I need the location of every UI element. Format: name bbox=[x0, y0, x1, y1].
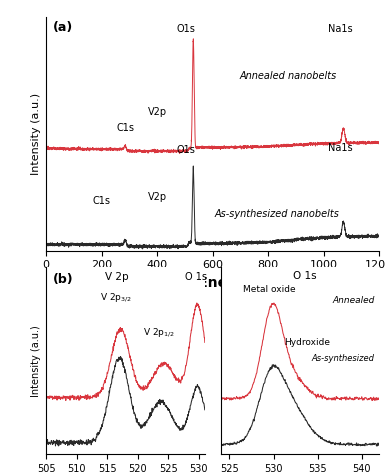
Text: Annealed nanobelts: Annealed nanobelts bbox=[239, 71, 336, 81]
Text: O1s: O1s bbox=[176, 145, 195, 155]
Text: (a): (a) bbox=[53, 21, 73, 34]
Text: V 2p$_{3/2}$: V 2p$_{3/2}$ bbox=[100, 291, 132, 304]
Text: V2p: V2p bbox=[147, 107, 167, 117]
Y-axis label: Intensity (a.u.): Intensity (a.u.) bbox=[31, 93, 41, 175]
Text: V2p: V2p bbox=[147, 192, 167, 201]
Text: O 1s: O 1s bbox=[293, 271, 316, 280]
Text: As-synthesized: As-synthesized bbox=[312, 354, 375, 363]
Text: Metal oxide: Metal oxide bbox=[243, 285, 295, 294]
Text: V 2p: V 2p bbox=[105, 272, 128, 282]
Text: C1s: C1s bbox=[93, 196, 111, 206]
Text: Hydroxide: Hydroxide bbox=[284, 338, 330, 347]
Text: V 2p$_{1/2}$: V 2p$_{1/2}$ bbox=[143, 327, 175, 340]
Text: O1s: O1s bbox=[176, 25, 195, 35]
Text: As-synthesized nanobelts: As-synthesized nanobelts bbox=[214, 209, 339, 219]
Text: (b): (b) bbox=[52, 273, 73, 286]
X-axis label: Binding Energy (eV): Binding Energy (eV) bbox=[134, 276, 291, 290]
Y-axis label: Intensity (a.u.): Intensity (a.u.) bbox=[31, 325, 41, 396]
Text: Annealed: Annealed bbox=[332, 296, 375, 305]
Text: Na1s: Na1s bbox=[328, 142, 353, 153]
Text: C1s: C1s bbox=[116, 123, 134, 132]
Text: Na1s: Na1s bbox=[328, 25, 353, 35]
Text: O 1s: O 1s bbox=[185, 272, 207, 282]
